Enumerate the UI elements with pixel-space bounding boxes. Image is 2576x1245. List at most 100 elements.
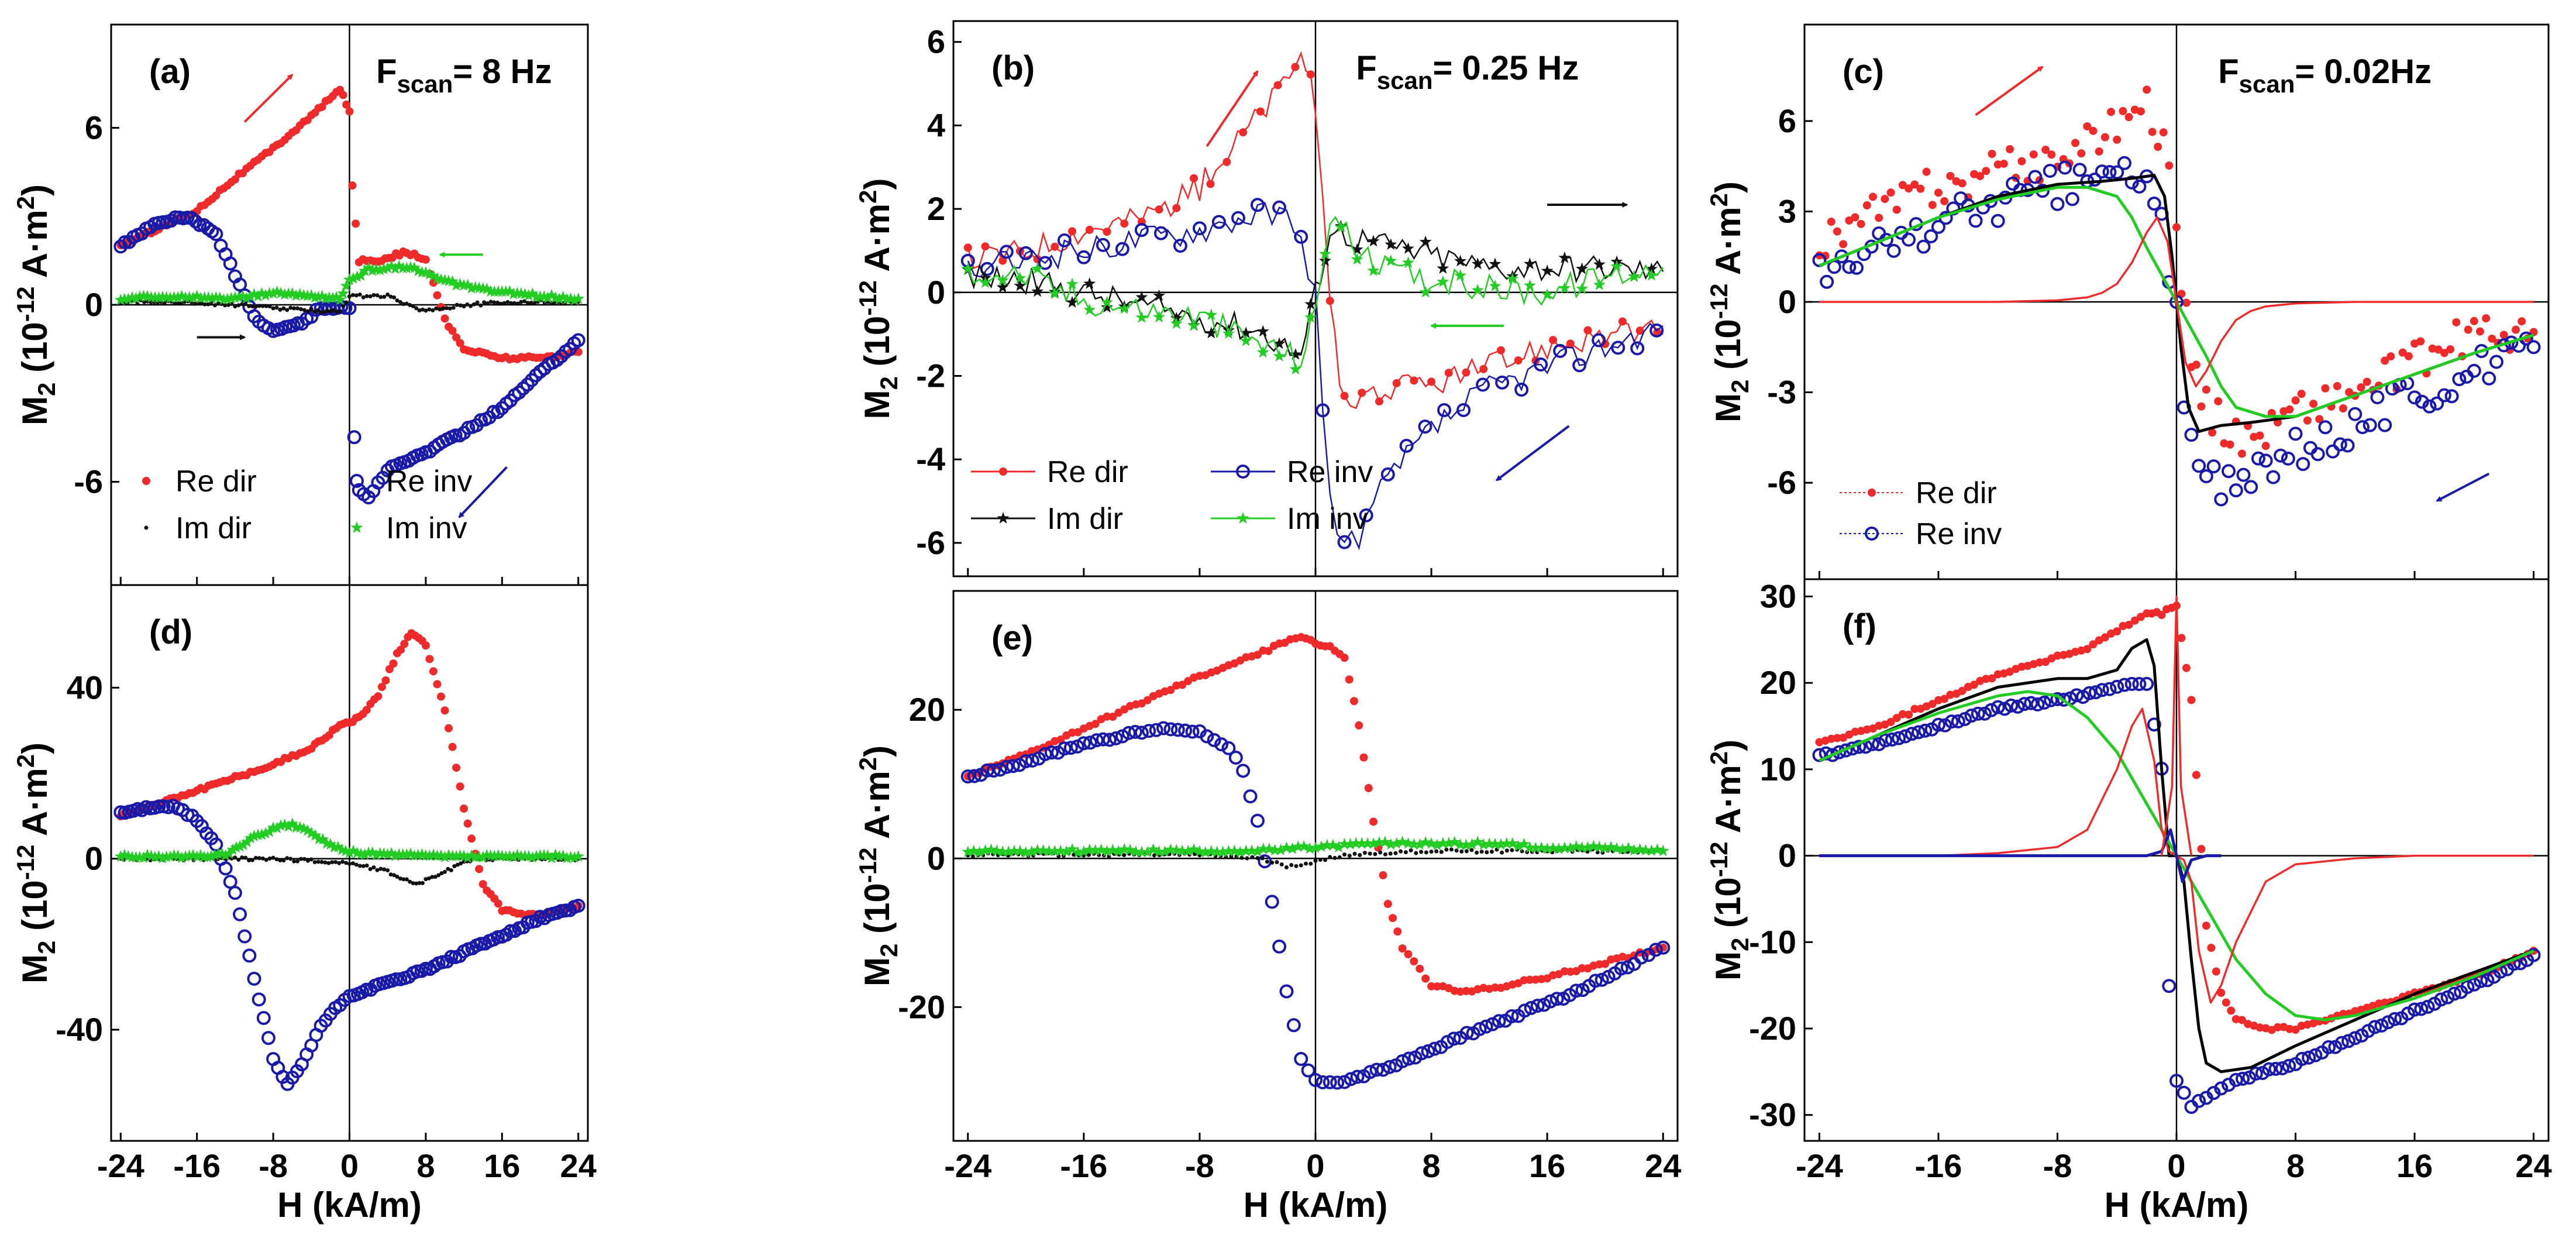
- data-point: [1618, 317, 1627, 326]
- data-point: [278, 288, 291, 300]
- data-point: [1364, 784, 1373, 793]
- scan-frequency-label: Fscan= 0.02Hz: [2218, 53, 2432, 98]
- data-point: [1645, 844, 1658, 856]
- data-point: [247, 304, 252, 308]
- data-point: [542, 849, 554, 861]
- fit-curve: [2175, 301, 2534, 388]
- data-point: [2368, 1020, 2382, 1034]
- y-tick-label: -3: [1767, 374, 1796, 411]
- panel-d: -24 -16 -8 0 8 16 24 -40 0 40 H (kA/m) M2 (10-12 A·…: [12, 584, 597, 1225]
- data-point: [427, 269, 440, 281]
- x-tick-label: 24: [2515, 1147, 2551, 1184]
- data-point: [1971, 706, 1985, 721]
- data-point: [331, 308, 336, 312]
- data-point: [1454, 254, 1467, 267]
- data-point: [1255, 856, 1260, 861]
- data-point: [1038, 747, 1052, 761]
- data-point: [1857, 219, 1865, 228]
- data-point: [389, 972, 404, 986]
- data-point: [1279, 984, 1294, 999]
- data-point: [981, 242, 990, 251]
- data-point: [359, 264, 371, 276]
- data-point: [1454, 838, 1467, 850]
- data-point: [1566, 339, 1575, 348]
- data-point: [455, 862, 460, 867]
- fit-curve: [1819, 828, 2222, 883]
- data-point: [179, 850, 192, 862]
- data-point: [366, 264, 379, 276]
- data-point: [1517, 1003, 1532, 1018]
- data-point: [1250, 855, 1255, 859]
- data-point: [309, 829, 322, 841]
- data-point: [226, 843, 239, 855]
- data-point: [1635, 326, 1644, 335]
- data-point: [1095, 843, 1107, 855]
- data-point: [1378, 850, 1383, 855]
- data-point: [1396, 835, 1408, 848]
- data-point: [444, 306, 449, 311]
- series-re_inv: [960, 198, 1664, 551]
- data-point: [263, 825, 275, 837]
- data-point: [486, 404, 501, 419]
- data-point: [381, 262, 394, 274]
- data-point: [970, 854, 975, 859]
- data-point: [1376, 1062, 1390, 1077]
- data-point: [2037, 695, 2051, 710]
- data-point: [1153, 226, 1168, 240]
- data-point: [1369, 1062, 1384, 1077]
- data-point: [1066, 842, 1079, 855]
- data-point: [421, 641, 430, 650]
- direction-arrow: [243, 74, 294, 123]
- data-point: [1454, 269, 1467, 281]
- data-point: [1850, 260, 1864, 275]
- data-point: [1892, 731, 1906, 745]
- y-tick-label: 3: [1778, 192, 1796, 229]
- data-point: [1083, 843, 1096, 855]
- data-point: [1031, 285, 1044, 297]
- data-point: [1954, 191, 1968, 206]
- data-point: [1812, 253, 1827, 267]
- data-point: [400, 639, 409, 648]
- data-point: [1628, 844, 1641, 856]
- data-point: [252, 992, 266, 1007]
- data-point: [2202, 921, 2210, 930]
- data-point: [242, 948, 257, 963]
- data-point: [2132, 179, 2147, 194]
- data-point: [2474, 343, 2489, 358]
- data-point: [2214, 397, 2223, 405]
- data-point: [488, 850, 501, 861]
- data-point: [1206, 180, 1215, 188]
- data-point: [1222, 157, 1231, 166]
- data-point: [1483, 837, 1496, 850]
- data-point: [2251, 451, 2265, 466]
- data-point: [414, 881, 419, 886]
- data-point: [2192, 1093, 2206, 1108]
- data-point: [1280, 841, 1293, 853]
- data-point: [2302, 1050, 2316, 1065]
- data-point: [1427, 377, 1436, 386]
- data-point: [2285, 1024, 2294, 1033]
- data-point: [1217, 845, 1229, 858]
- data-point: [1286, 842, 1299, 854]
- data-point: [1414, 1046, 1429, 1061]
- data-point: [1347, 854, 1352, 858]
- data-point: [1239, 326, 1252, 339]
- data-point: [1187, 843, 1200, 855]
- data-point: [2291, 396, 2300, 405]
- data-point: [1569, 983, 1583, 998]
- legend-item: Re inv: [1211, 455, 1373, 489]
- data-point: [1472, 1022, 1487, 1036]
- fit-curve: [1819, 638, 2534, 1074]
- y-tick-label: -40: [56, 1011, 103, 1048]
- data-point: [309, 857, 314, 862]
- data-point: [1504, 1009, 1519, 1023]
- data-point: [223, 875, 237, 889]
- data-point: [385, 292, 390, 297]
- legend-item: Im inv: [350, 511, 467, 545]
- data-point: [1299, 863, 1303, 868]
- data-point: [1234, 845, 1246, 858]
- data-point: [515, 301, 520, 306]
- data-point: [1588, 974, 1603, 988]
- data-point: [1653, 328, 1662, 336]
- data-point: [1553, 343, 1568, 358]
